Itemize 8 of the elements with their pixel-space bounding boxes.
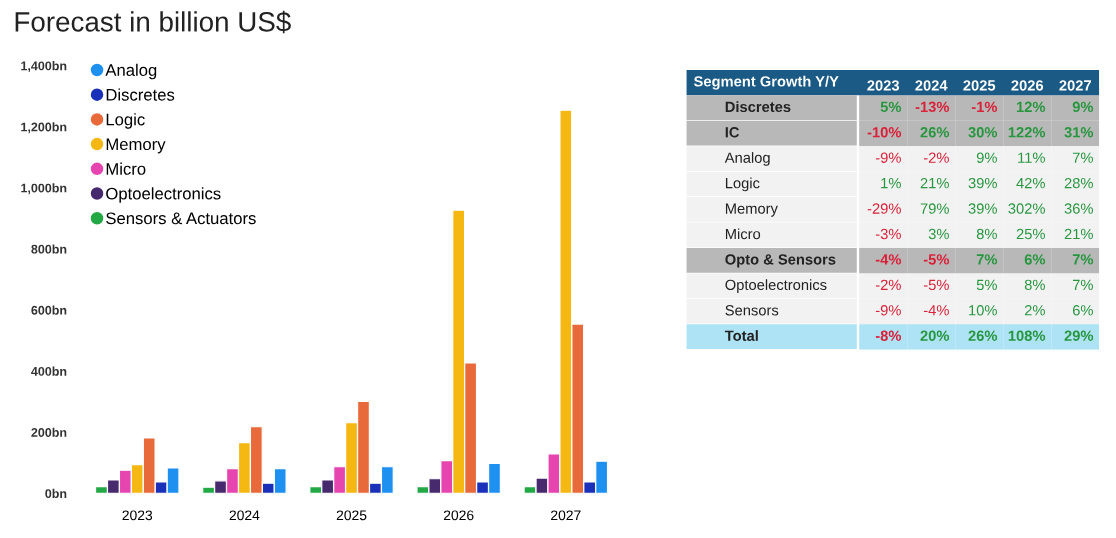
legend-label: Logic: [106, 113, 145, 129]
legend-label: Discretes: [106, 88, 175, 101]
legend-label: Memory: [106, 138, 166, 154]
legend-label: Analog: [105, 63, 157, 80]
chart-title: Forecast in billion US$: [15, 10, 291, 34]
legend-label: Sensors & Actuators: [106, 212, 256, 225]
legend-label: Optoelectronics: [106, 187, 221, 203]
legend-label: Micro: [106, 162, 146, 175]
